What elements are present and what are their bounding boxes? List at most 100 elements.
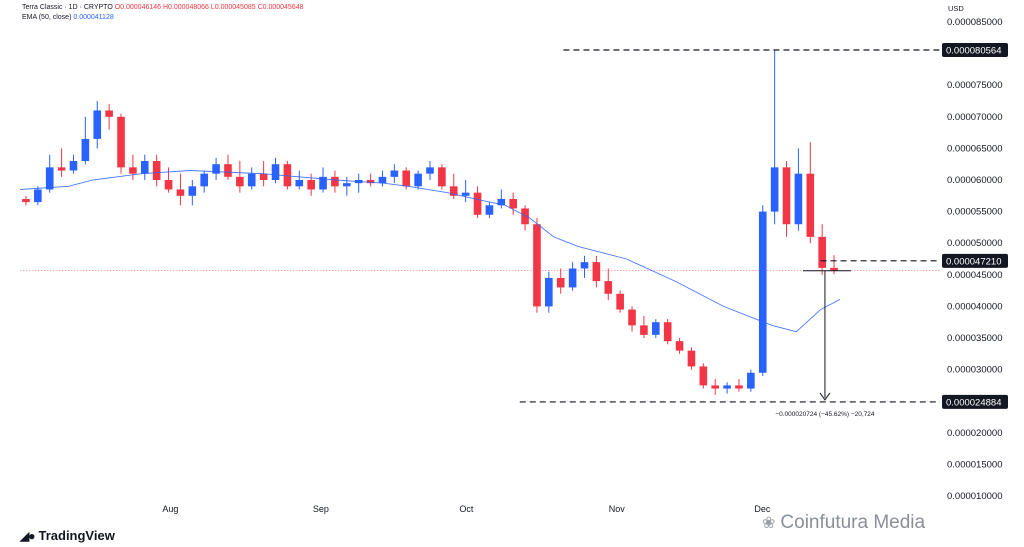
candle-body: [331, 176, 339, 187]
candle-body: [663, 322, 672, 342]
y-tick-label: 0.000075000: [947, 80, 1002, 91]
candle-body: [283, 164, 292, 187]
candle-body: [259, 173, 268, 180]
candle-body: [129, 167, 137, 174]
candle-body: [806, 173, 815, 237]
candle-body: [497, 198, 506, 206]
watermark-icon: ❀: [762, 515, 776, 532]
candle-body: [271, 164, 280, 180]
candle-body: [830, 267, 838, 272]
candle-body: [509, 198, 517, 209]
candle-body: [93, 110, 102, 139]
candle-body: [200, 173, 209, 187]
candle-body: [390, 170, 399, 177]
candle-body: [307, 180, 315, 190]
candle-body: [675, 341, 684, 351]
candle-body: [378, 176, 387, 184]
chart-header-line2: EMA (50, close) 0.000041128: [22, 14, 114, 21]
candle-body: [461, 192, 470, 196]
candle-body: [616, 293, 624, 310]
y-tick-label: 0.000020000: [947, 428, 1002, 439]
chart-header-line1: Terra Classic · 1D · CRYPTO O0.000046146…: [22, 4, 304, 11]
candle-body: [366, 180, 375, 184]
y-tick-label: 0.000065000: [947, 143, 1002, 154]
tradingview-logo-icon: ◢●: [20, 528, 36, 543]
ohlc-values: O0.000046146 H0.000048066 L0.000045085 C…: [114, 4, 304, 11]
candle-body: [414, 173, 422, 187]
currency-label: USD: [948, 4, 964, 13]
price-level-tag-label: 0.000047210: [946, 256, 1001, 267]
watermark: ❀ Coinfutura Media: [762, 512, 925, 534]
candle-body: [723, 385, 731, 389]
y-tick-label: 0.000030000: [947, 365, 1002, 376]
candle-body: [640, 325, 648, 335]
candle-body: [545, 277, 553, 307]
candle-body: [592, 262, 601, 282]
x-month-label: Nov: [609, 504, 626, 514]
candle-body: [568, 268, 577, 288]
candle-body: [117, 116, 125, 168]
candle-body: [22, 198, 30, 203]
candle-body: [164, 180, 173, 190]
x-month-label: Aug: [162, 504, 178, 514]
candle-body: [580, 262, 589, 269]
y-tick-label: 0.000055000: [947, 207, 1002, 218]
candle-body: [770, 167, 779, 212]
candle-body: [402, 170, 411, 187]
candle-body: [438, 167, 446, 187]
candle-body: [105, 110, 113, 117]
candle-body: [735, 385, 743, 389]
candle-body: [818, 236, 826, 268]
candle-body: [521, 208, 529, 225]
candle-body: [556, 277, 565, 288]
candle-body: [81, 138, 90, 162]
price-level-tag: [942, 43, 1008, 58]
y-tick-label: 0.000045000: [947, 270, 1002, 281]
candle-body: [57, 167, 66, 171]
price-level-tag: [942, 394, 1008, 409]
y-tick-label: 0.000060000: [947, 175, 1002, 186]
candle-body: [140, 161, 149, 174]
y-tick-label: 0.000085000: [947, 17, 1002, 28]
ema-label: EMA (50, close): [22, 14, 72, 21]
candle-body: [319, 176, 327, 190]
candle-body: [711, 385, 720, 389]
ema-line: [19, 170, 841, 333]
candle-body: [758, 211, 767, 373]
candle-body: [794, 173, 803, 225]
measure-arrow-head: [819, 392, 831, 401]
symbol-title: Terra Classic · 1D · CRYPTO: [22, 4, 113, 11]
candle-body: [34, 189, 42, 203]
price-level-tag: [942, 253, 1008, 268]
candle-body: [604, 281, 613, 294]
tradingview-logo-text: TradingView: [38, 528, 115, 543]
candle-body: [687, 350, 696, 367]
candle-body: [295, 180, 304, 187]
candle-body: [473, 192, 482, 215]
x-month-label: Oct: [459, 504, 474, 514]
candle-body: [533, 224, 541, 307]
y-tick-label: 0.000035000: [947, 333, 1002, 344]
candle-body: [212, 164, 220, 174]
candle-body: [45, 167, 54, 190]
candle-body: [651, 322, 660, 335]
tradingview-logo: ◢● TradingView: [20, 528, 115, 543]
candle-body: [176, 189, 185, 196]
y-tick-label: 0.000050000: [947, 238, 1002, 249]
ema-value: 0.000041128: [73, 14, 114, 21]
candle-body: [485, 205, 494, 215]
y-tick-label: 0.000015000: [947, 459, 1002, 470]
measure-label: −0.000020724 (−45.62%) −20,724: [775, 411, 875, 418]
candle-body: [699, 366, 708, 386]
y-tick-label: 0.000040000: [947, 301, 1002, 312]
candle-body: [247, 173, 256, 187]
candle-body: [188, 186, 197, 196]
price-level-tag-label: 0.000024884: [946, 397, 1001, 408]
candle-body: [69, 161, 78, 171]
x-month-label: Dec: [754, 504, 771, 514]
candle-body: [224, 164, 232, 177]
y-tick-label: 0.000010000: [947, 491, 1002, 502]
candle-body: [236, 176, 244, 187]
candle-body: [747, 372, 755, 389]
